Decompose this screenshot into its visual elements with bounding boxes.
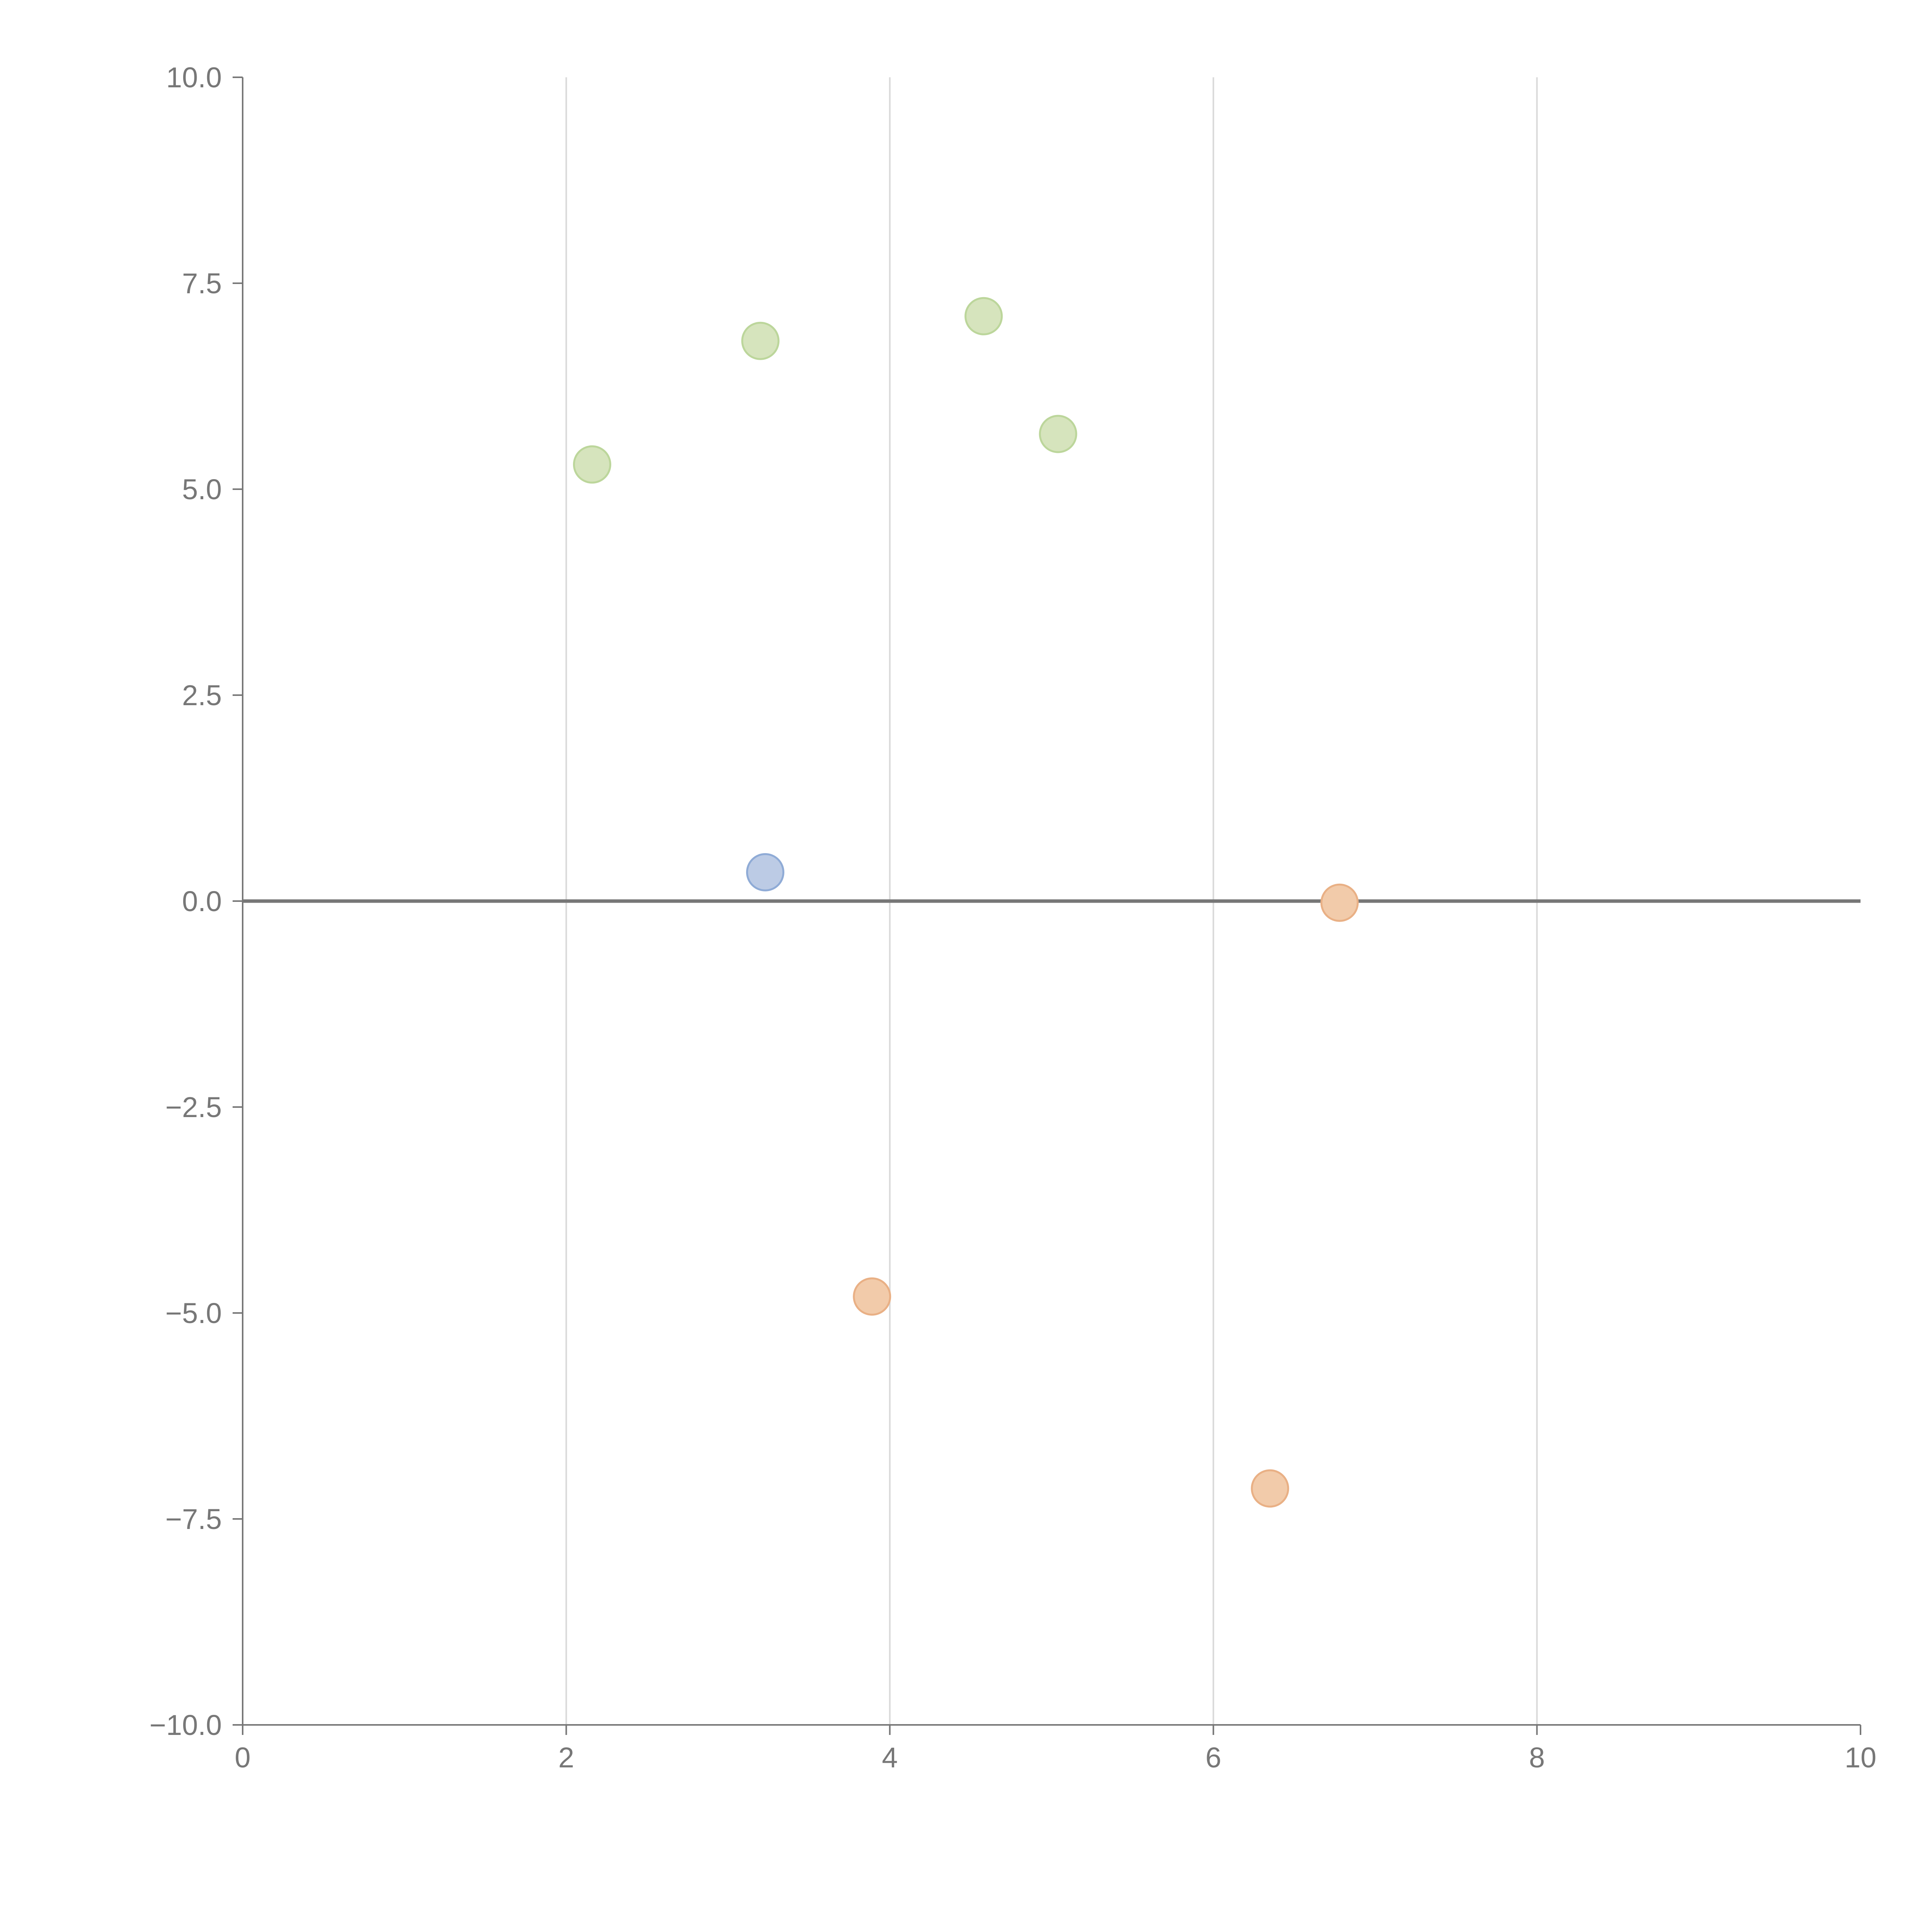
data-point-blue[interactable] <box>746 853 784 891</box>
y-tick-label: 2.5 <box>182 679 222 711</box>
points-layer <box>573 297 1359 1508</box>
x-tick-label: 10 <box>1845 1742 1876 1774</box>
x-tick-label: 2 <box>558 1742 574 1774</box>
axes-layer: 0 2 4 6 8 10 10.0 7.5 5.0 2.5 0.0 −2.5 −5.0 −7.5 −10.0 <box>150 61 1876 1774</box>
y-tick-label: −5.0 <box>165 1297 222 1329</box>
y-tick-label: 0.0 <box>182 885 222 917</box>
data-point-orange[interactable] <box>1320 883 1359 922</box>
x-tick-label: 8 <box>1529 1742 1545 1774</box>
data-point-orange[interactable] <box>853 1277 891 1316</box>
data-point-green[interactable] <box>964 297 1003 335</box>
data-point-green[interactable] <box>1039 415 1077 453</box>
y-tick-label: −2.5 <box>165 1091 222 1123</box>
data-point-green[interactable] <box>741 321 780 360</box>
x-tick-label: 6 <box>1206 1742 1221 1774</box>
x-tick-label: 4 <box>882 1742 898 1774</box>
y-tick-label: 10.0 <box>166 61 222 94</box>
x-tick-label: 0 <box>235 1742 250 1774</box>
data-point-green[interactable] <box>573 445 611 484</box>
y-tick-label: 7.5 <box>182 267 222 299</box>
y-tick-label: −7.5 <box>165 1503 222 1535</box>
y-tick-label: 5.0 <box>182 473 222 505</box>
data-point-orange[interactable] <box>1251 1469 1289 1508</box>
y-tick-label: −10.0 <box>150 1709 222 1741</box>
